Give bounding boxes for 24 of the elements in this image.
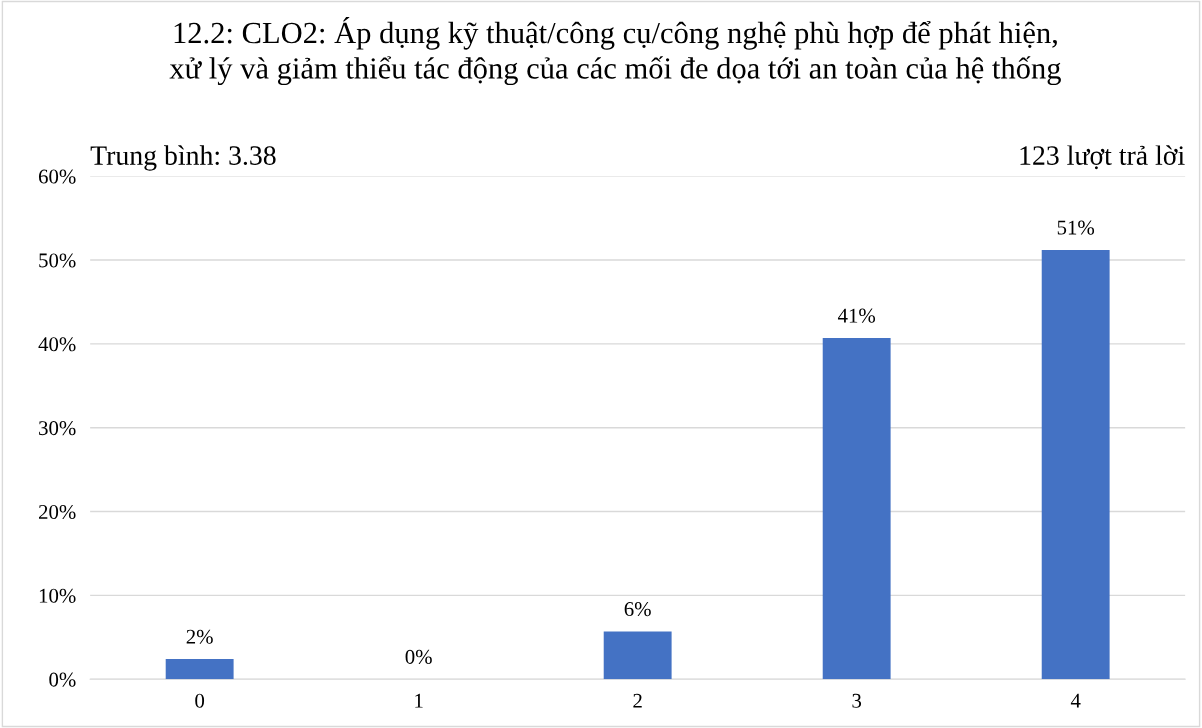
y-tick-label: 50% — [39, 253, 76, 268]
y-tick-label: 40% — [38, 337, 76, 352]
text: Trung bình: 3.38 — [90, 145, 276, 171]
y-tick-label: 60% — [38, 169, 76, 184]
y-tick-label: 30% — [39, 421, 76, 436]
chart-title: 12.2: CLO2: Áp dụng kỹ thuật/công cụ/công nghệ phù hợp để phát hiện, xử lý và giảm thiểu tác động của các mối đe dọa tới an toàn của hệ thống — [169, 16, 1061, 86]
x-tick-label: 1 — [415, 693, 423, 708]
y-tick-label: 10% — [39, 588, 76, 603]
x-tick-label: 0 — [195, 693, 205, 708]
data-label: 6% — [624, 602, 651, 617]
data-label: 51% — [1057, 220, 1095, 235]
bar — [603, 631, 672, 680]
x-tick-label: 3 — [852, 693, 862, 708]
bar — [165, 659, 234, 680]
data-label: 41% — [837, 308, 876, 323]
data-label: 0% — [405, 649, 432, 664]
x-tick-label: 2 — [633, 693, 642, 708]
x-tick-label: 4 — [1070, 693, 1081, 708]
data-label: 2% — [186, 629, 213, 644]
y-tick-label: 0% — [49, 672, 76, 687]
bar — [822, 337, 891, 680]
y-tick-label: 20% — [38, 504, 76, 520]
text: 123 lượt trả lời — [1020, 145, 1185, 170]
bar — [1041, 249, 1110, 680]
